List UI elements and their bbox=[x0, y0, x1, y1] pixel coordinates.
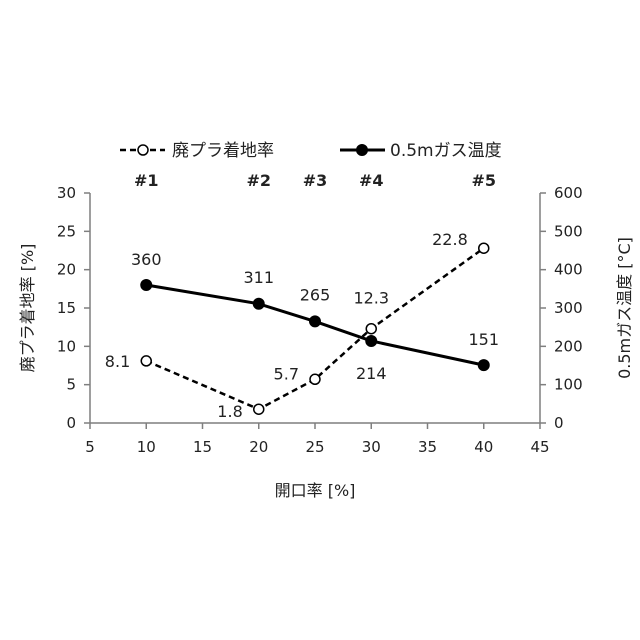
legend-marker-open bbox=[138, 145, 148, 155]
data-label-temperature: 311 bbox=[243, 268, 274, 287]
case-label: #5 bbox=[471, 171, 496, 190]
x-tick-label: 40 bbox=[474, 438, 493, 456]
data-label-plastic: 5.7 bbox=[274, 364, 299, 383]
case-label: #4 bbox=[359, 171, 384, 190]
left-y-axis-ticks: 0 5 10 15 20 25 30 bbox=[57, 184, 90, 432]
left-y-tick-label: 30 bbox=[57, 184, 76, 202]
legend-label-plastic: 廃プラ着地率 bbox=[172, 141, 274, 161]
right-y-axis-ticks: 0 100 200 300 400 500 600 bbox=[540, 184, 583, 432]
case-label: #2 bbox=[246, 171, 271, 190]
x-tick-label: 15 bbox=[193, 438, 212, 456]
legend-label-temperature: 0.5mガス温度 bbox=[390, 141, 502, 161]
data-point-plastic bbox=[310, 374, 320, 384]
x-axis-ticks: 5 10 15 20 25 30 35 40 45 bbox=[85, 423, 549, 456]
x-tick-label: 25 bbox=[305, 438, 324, 456]
data-point-temperature bbox=[310, 316, 321, 327]
plot-frame bbox=[90, 193, 540, 423]
data-label-temperature: 265 bbox=[300, 285, 331, 304]
data-point-temperature bbox=[253, 298, 264, 309]
data-point-plastic bbox=[366, 324, 376, 334]
case-label: #1 bbox=[134, 171, 159, 190]
x-tick-label: 10 bbox=[137, 438, 156, 456]
x-tick-label: 30 bbox=[362, 438, 381, 456]
right-y-tick-label: 600 bbox=[554, 184, 583, 202]
legend-item-plastic: 廃プラ着地率 bbox=[120, 141, 274, 161]
data-label-temperature: 360 bbox=[131, 250, 162, 269]
right-y-tick-label: 500 bbox=[554, 222, 583, 240]
series-line-plastic bbox=[146, 248, 484, 409]
left-y-axis-title: 廃プラ着地率 [%] bbox=[18, 244, 37, 373]
right-y-tick-label: 300 bbox=[554, 299, 583, 317]
data-point-temperature bbox=[141, 280, 152, 291]
legend: 廃プラ着地率 0.5mガス温度 bbox=[120, 141, 502, 161]
data-point-plastic bbox=[479, 243, 489, 253]
right-y-tick-label: 200 bbox=[554, 337, 583, 355]
left-y-tick-label: 0 bbox=[66, 414, 76, 432]
left-y-tick-label: 15 bbox=[57, 299, 76, 317]
x-tick-label: 45 bbox=[530, 438, 549, 456]
right-y-tick-label: 400 bbox=[554, 261, 583, 279]
left-y-tick-label: 20 bbox=[57, 261, 76, 279]
data-label-plastic: 12.3 bbox=[353, 289, 389, 308]
left-y-tick-label: 25 bbox=[57, 222, 76, 240]
data-label-plastic: 22.8 bbox=[432, 230, 468, 249]
data-point-plastic bbox=[254, 404, 264, 414]
data-point-temperature bbox=[478, 360, 489, 371]
right-y-tick-label: 0 bbox=[554, 414, 564, 432]
case-labels: #1 #2 #3 #4 #5 bbox=[134, 171, 496, 190]
left-y-tick-label: 10 bbox=[57, 337, 76, 355]
series-layer bbox=[141, 243, 490, 414]
data-label-temperature: 214 bbox=[356, 364, 387, 383]
data-point-plastic bbox=[141, 356, 151, 366]
data-label-plastic: 1.8 bbox=[217, 402, 242, 421]
left-y-tick-label: 5 bbox=[66, 376, 76, 394]
x-tick-label: 5 bbox=[85, 438, 95, 456]
data-label-temperature: 151 bbox=[468, 330, 499, 349]
legend-item-temperature: 0.5mガス温度 bbox=[340, 141, 502, 161]
right-y-tick-label: 100 bbox=[554, 376, 583, 394]
data-labels: 8.1 1.8 5.7 12.3 22.8 360 311 265 214 151 bbox=[105, 230, 499, 421]
x-axis-title: 開口率 [%] bbox=[275, 481, 356, 500]
x-tick-label: 20 bbox=[249, 438, 268, 456]
x-tick-label: 35 bbox=[418, 438, 437, 456]
legend-marker-filled bbox=[357, 145, 368, 156]
case-label: #3 bbox=[303, 171, 328, 190]
right-y-axis-title: 0.5mガス温度 [°C] bbox=[615, 237, 634, 379]
data-point-temperature bbox=[366, 335, 377, 346]
data-label-plastic: 8.1 bbox=[105, 352, 130, 371]
